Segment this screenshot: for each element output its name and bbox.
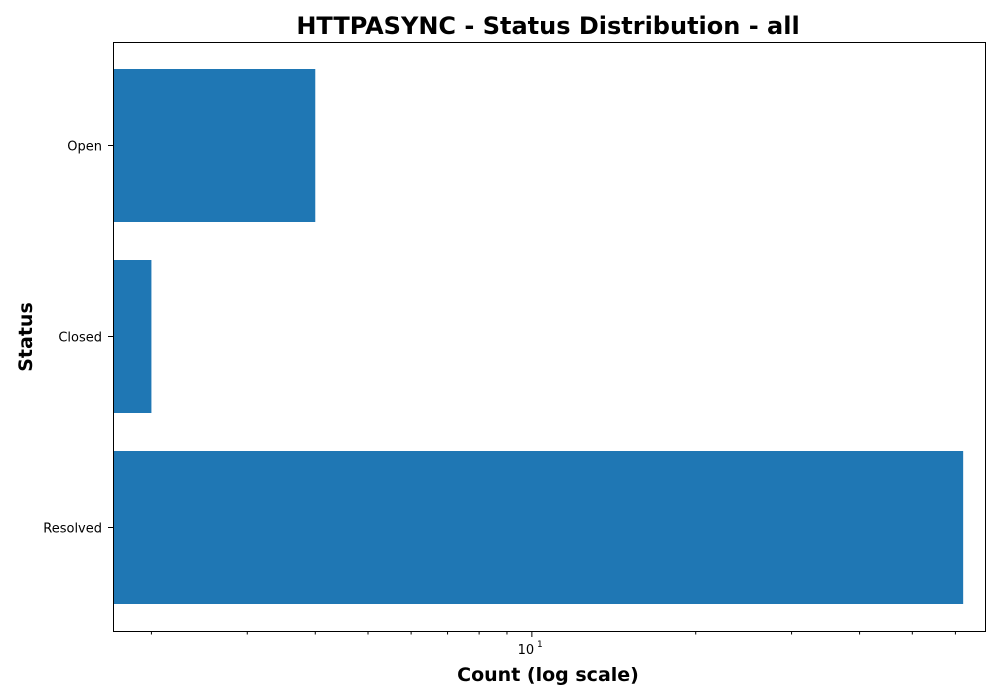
axis-ticks: Open Closed Resolved 10 1 bbox=[43, 140, 956, 658]
chart-title: HTTPASYNC - Status Distribution - all bbox=[296, 12, 799, 40]
x-axis-label: Count (log scale) bbox=[457, 664, 639, 686]
bar-closed bbox=[113, 260, 152, 413]
plot-frame bbox=[113, 42, 986, 632]
y-tick-label: Resolved bbox=[43, 522, 102, 537]
x-tick-label: 10 bbox=[518, 643, 535, 658]
y-tick-label: Open bbox=[67, 140, 102, 155]
x-tick-label-exponent: 1 bbox=[537, 640, 543, 650]
bars bbox=[113, 69, 964, 604]
bar-open bbox=[113, 69, 316, 222]
y-axis-label: Status bbox=[15, 302, 37, 372]
y-tick-label: Closed bbox=[58, 331, 102, 346]
bar-resolved bbox=[113, 451, 964, 604]
